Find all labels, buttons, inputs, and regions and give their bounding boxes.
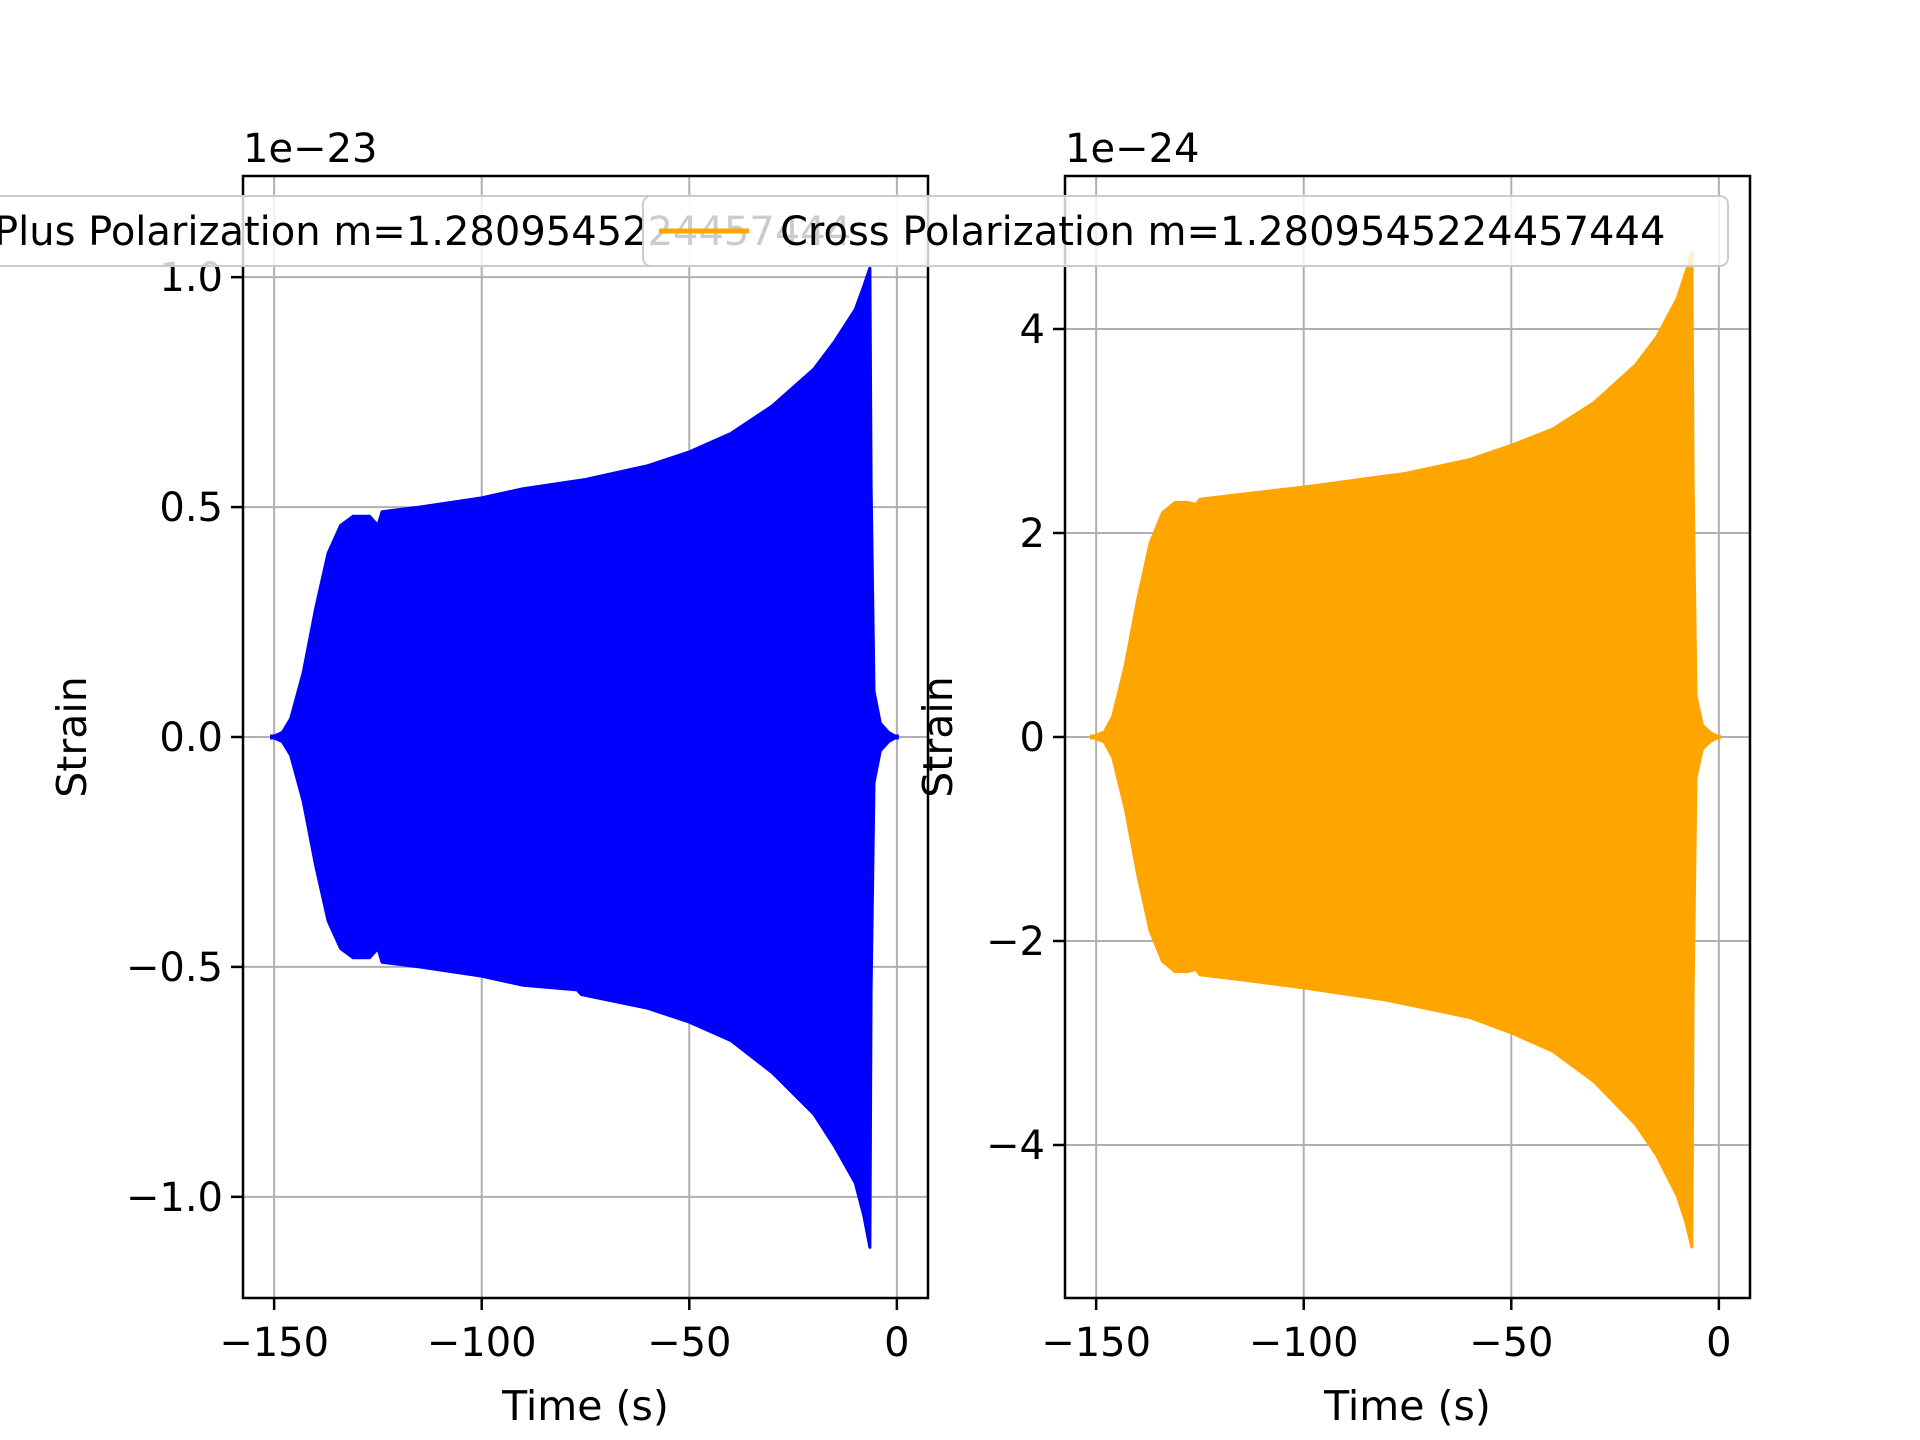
left-panel: −150 −100 −50 0 1.00.50.0−0.5−1.0 Time (s) … [48,126,930,1430]
right-x-tick-label-3: 0 [1706,1320,1731,1366]
right-x-tick-label-1: −100 [1249,1320,1359,1366]
right-y-tick-label-1: 2 [1020,511,1045,557]
left-series [270,266,899,1249]
left-y-ticks: 1.00.50.0−0.5−1.0 [126,255,243,1221]
right-legend: Cross Polarization m=1.2809545224457444 [642,195,1729,267]
right-legend-label: Cross Polarization m=1.2809545224457444 [780,209,1665,255]
left-x-tick-label-2: −50 [647,1320,731,1366]
left-x-tick-label-1: −100 [427,1320,537,1366]
right-x-tick-label-0: −150 [1041,1320,1151,1366]
left-y-axis-label: Strain [48,676,96,797]
right-y-ticks: 4 2 0 −2 −4 [986,307,1065,1169]
left-x-ticks: −150 −100 −50 0 [219,1298,910,1366]
left-x-tick-label-0: −150 [219,1320,329,1366]
left-x-axis-label: Time (s) [501,1382,669,1430]
left-y-tick-label-4: −1.0 [126,1175,223,1221]
right-x-tick-label-2: −50 [1469,1320,1553,1366]
right-panel: −150 −100 −50 0 4 2 0 −2 −4 Time (s) Strain 1e−… [914,126,1752,1430]
right-x-axis-label: Time (s) [1323,1382,1491,1430]
right-y-tick-label-2: 0 [1020,715,1045,761]
right-y-tick-label-4: −4 [986,1123,1045,1169]
right-series [1089,251,1721,1249]
right-y-axis-label: Strain [914,676,962,797]
left-y-tick-label-2: 0.0 [159,715,223,761]
right-y-tick-label-0: 4 [1020,307,1045,353]
left-y-tick-label-3: −0.5 [126,945,223,991]
left-x-tick-label-3: 0 [884,1320,909,1366]
right-x-ticks: −150 −100 −50 0 [1041,1298,1732,1366]
right-offset-text: 1e−24 [1065,126,1199,172]
left-offset-text: 1e−23 [243,126,377,172]
left-y-tick-label-1: 0.5 [159,485,223,531]
right-y-tick-label-3: −2 [986,919,1045,965]
right-legend-box [642,195,1729,267]
